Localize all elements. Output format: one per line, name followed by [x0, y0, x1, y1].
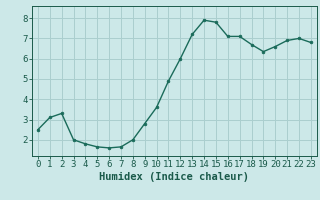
X-axis label: Humidex (Indice chaleur): Humidex (Indice chaleur) [100, 172, 249, 182]
